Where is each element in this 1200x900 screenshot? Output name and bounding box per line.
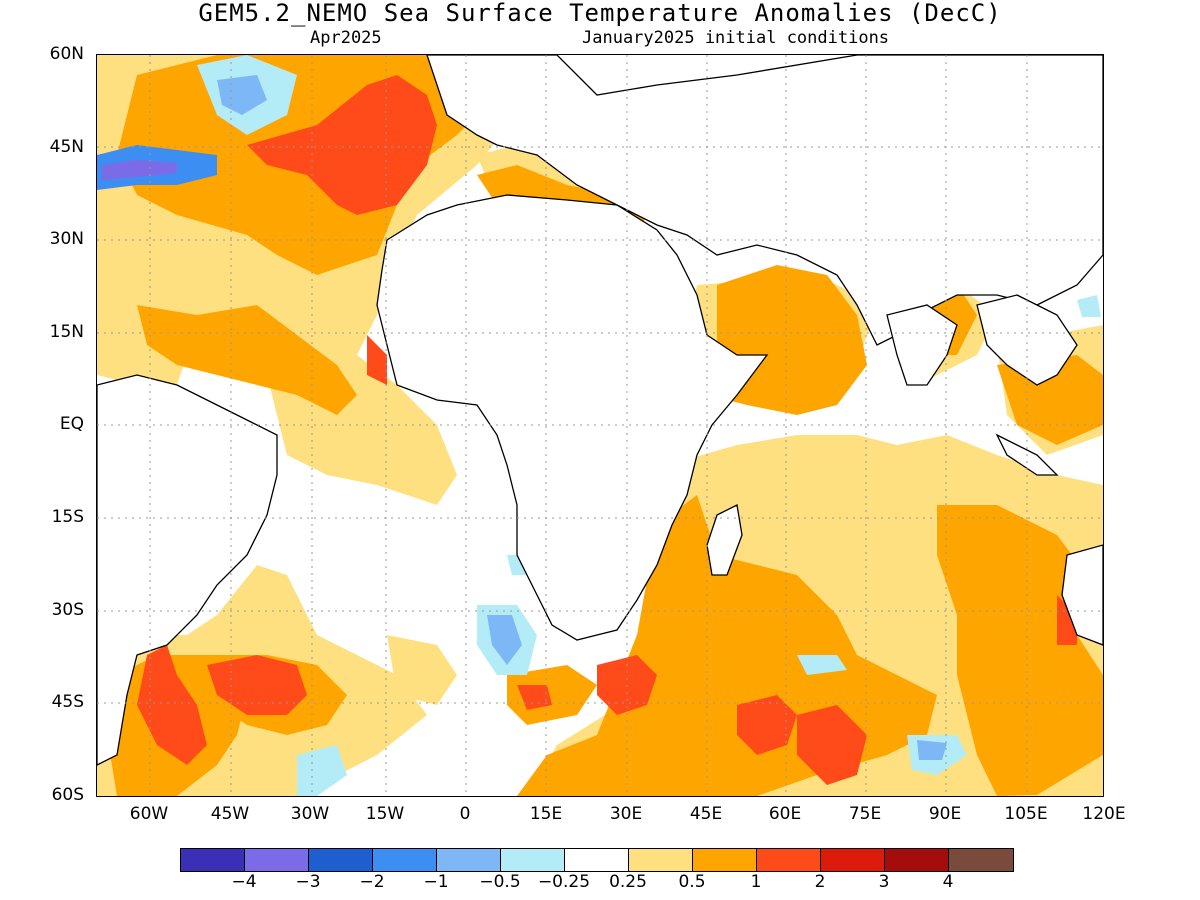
legend-tick-label: −2 bbox=[359, 872, 385, 892]
lon-label: 15E bbox=[529, 804, 563, 824]
legend-swatch bbox=[949, 849, 1013, 871]
lon-label: 30W bbox=[290, 804, 330, 824]
australia-landmass bbox=[1061, 544, 1103, 646]
lon-label: 90E bbox=[928, 804, 962, 824]
legend-swatch bbox=[693, 849, 757, 871]
lon-label: 45W bbox=[210, 804, 250, 824]
india-landmass bbox=[886, 304, 958, 386]
lat-label: 15N bbox=[49, 322, 84, 342]
lat-label: 30N bbox=[49, 229, 84, 249]
map-canvas bbox=[97, 55, 1103, 796]
legend-swatch bbox=[629, 849, 693, 871]
legend-tick-label: −3 bbox=[295, 872, 321, 892]
legend-swatch bbox=[885, 849, 949, 871]
southeast-asia-landmass bbox=[976, 294, 1078, 386]
legend-tick-label: 0.25 bbox=[609, 872, 647, 892]
lat-label: 60N bbox=[49, 44, 84, 64]
legend-tick-label: −4 bbox=[231, 872, 257, 892]
legend-swatch bbox=[181, 849, 245, 871]
legend-tick-label: 3 bbox=[878, 872, 890, 892]
lon-label: 30E bbox=[609, 804, 643, 824]
forecast-month: Apr2025 bbox=[310, 28, 382, 48]
map-title: GEM5.2_NEMO Sea Surface Temperature Anom… bbox=[198, 0, 1002, 27]
europe-landmass bbox=[426, 55, 1103, 346]
initial-conditions: January2025 initial conditions bbox=[582, 28, 890, 48]
lon-label: 75E bbox=[848, 804, 882, 824]
lon-label: 60W bbox=[129, 804, 169, 824]
legend-swatch bbox=[821, 849, 885, 871]
legend-swatch bbox=[565, 849, 629, 871]
land-masses bbox=[97, 55, 1103, 766]
lon-label: 120E bbox=[1082, 804, 1126, 824]
anomaly-blue-layer bbox=[97, 55, 1101, 796]
legend-tick-label: −1 bbox=[423, 872, 449, 892]
color-legend bbox=[180, 848, 1014, 872]
legend-swatch bbox=[757, 849, 821, 871]
legend-swatch bbox=[245, 849, 309, 871]
anomaly-red-layer bbox=[137, 75, 1077, 785]
lat-label: 30S bbox=[51, 600, 84, 620]
legend-tick-label: 1 bbox=[750, 872, 762, 892]
lat-label: 45S bbox=[51, 692, 84, 712]
lon-label: 0 bbox=[459, 804, 471, 824]
lat-label: EQ bbox=[59, 414, 84, 434]
lat-label: 15S bbox=[51, 507, 84, 527]
lon-label: 60E bbox=[768, 804, 802, 824]
africa-landmass bbox=[376, 194, 769, 641]
legend-tick-label: 0.5 bbox=[678, 872, 706, 892]
graticule bbox=[97, 55, 1103, 796]
lat-label: 60S bbox=[51, 785, 84, 805]
sst-anomaly-map bbox=[96, 54, 1104, 797]
legend-tick-label: −0.25 bbox=[537, 872, 591, 892]
legend-tick-label: −0.5 bbox=[479, 872, 521, 892]
legend-swatch bbox=[501, 849, 565, 871]
legend-tick-label: 2 bbox=[814, 872, 826, 892]
lon-label: 15W bbox=[365, 804, 405, 824]
lon-label: 105E bbox=[1004, 804, 1048, 824]
lon-label: 45E bbox=[689, 804, 723, 824]
lat-label: 45N bbox=[49, 137, 84, 157]
legend-swatch bbox=[373, 849, 437, 871]
south-america-landmass bbox=[97, 374, 278, 766]
legend-swatch bbox=[437, 849, 501, 871]
legend-swatch bbox=[309, 849, 373, 871]
legend-tick-label: 4 bbox=[942, 872, 954, 892]
